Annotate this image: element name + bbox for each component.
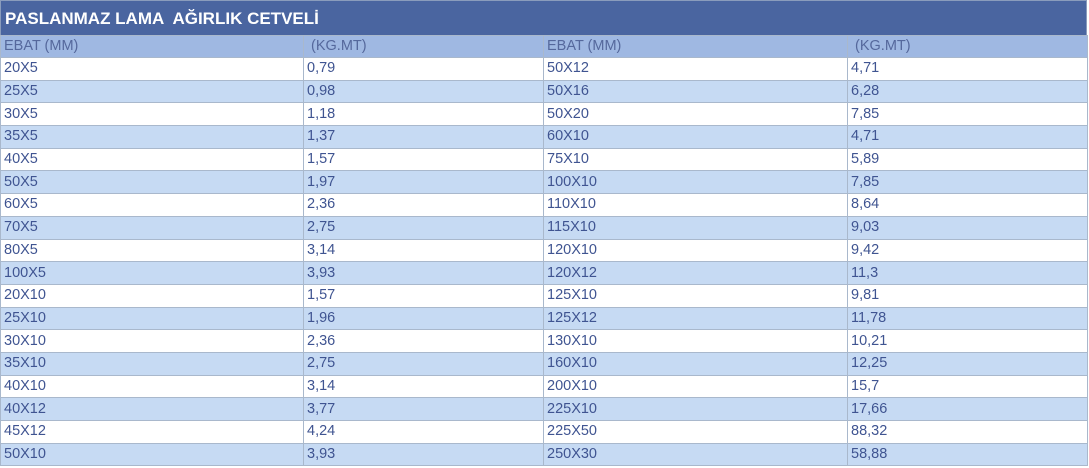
weight-cell: 2,36 bbox=[303, 329, 544, 353]
weight-cell: 7,85 bbox=[847, 170, 1088, 195]
size-cell: 120X10 bbox=[543, 238, 848, 263]
table-row: 35X10 2,75 160X10 12,25 bbox=[0, 351, 1088, 376]
size-cell: 125X10 bbox=[543, 283, 848, 308]
table-row: 40X12 3,77 225X10 17,66 bbox=[0, 397, 1088, 421]
weight-cell: 1,37 bbox=[303, 125, 544, 149]
header-size: EBAT (MM) bbox=[0, 35, 304, 58]
table-row: 70X5 2,75 115X10 9,03 bbox=[0, 215, 1088, 240]
size-cell: 115X10 bbox=[543, 215, 848, 240]
size-cell: 50X5 bbox=[0, 170, 304, 195]
size-cell: 25X5 bbox=[0, 79, 304, 104]
header-weight: (KG.MT) bbox=[847, 35, 1088, 58]
header-weight: (KG.MT) bbox=[303, 35, 544, 58]
size-cell: 60X5 bbox=[0, 193, 304, 217]
table-row: 45X12 4,24 225X50 88,32 bbox=[0, 420, 1088, 444]
weight-cell: 0,98 bbox=[303, 79, 544, 104]
table-row: 40X10 3,14 200X10 15,7 bbox=[0, 374, 1088, 399]
table-row: 25X5 0,98 50X16 6,28 bbox=[0, 79, 1088, 104]
weight-cell: 8,64 bbox=[847, 193, 1088, 217]
size-cell: 120X12 bbox=[543, 261, 848, 285]
table-row: 50X5 1,97 100X10 7,85 bbox=[0, 170, 1088, 195]
weight-cell: 7,85 bbox=[847, 102, 1088, 127]
size-cell: 45X12 bbox=[0, 420, 304, 444]
table-row: 100X5 3,93 120X12 11,3 bbox=[0, 261, 1088, 285]
table-row: 60X5 2,36 110X10 8,64 bbox=[0, 193, 1088, 217]
weight-cell: 2,36 bbox=[303, 193, 544, 217]
header-row: EBAT (MM) (KG.MT) EBAT (MM) (KG.MT) bbox=[0, 35, 1088, 58]
table-row: 30X10 2,36 130X10 10,21 bbox=[0, 329, 1088, 353]
weight-cell: 15,7 bbox=[847, 374, 1088, 399]
weight-cell: 6,28 bbox=[847, 79, 1088, 104]
size-cell: 35X10 bbox=[0, 351, 304, 376]
table-row: 20X5 0,79 50X12 4,71 bbox=[0, 57, 1088, 81]
weight-cell: 3,14 bbox=[303, 374, 544, 399]
weight-cell: 58,88 bbox=[847, 442, 1088, 467]
size-cell: 225X10 bbox=[543, 397, 848, 421]
size-cell: 50X16 bbox=[543, 79, 848, 104]
size-cell: 20X10 bbox=[0, 283, 304, 308]
size-cell: 100X5 bbox=[0, 261, 304, 285]
table-row: 25X10 1,96 125X12 11,78 bbox=[0, 306, 1088, 331]
weight-cell: 9,03 bbox=[847, 215, 1088, 240]
size-cell: 70X5 bbox=[0, 215, 304, 240]
weight-cell: 1,96 bbox=[303, 306, 544, 331]
weight-cell: 11,78 bbox=[847, 306, 1088, 331]
weight-cell: 1,57 bbox=[303, 147, 544, 172]
table-row: 20X10 1,57 125X10 9,81 bbox=[0, 283, 1088, 308]
weight-cell: 1,18 bbox=[303, 102, 544, 127]
size-cell: 130X10 bbox=[543, 329, 848, 353]
size-cell: 80X5 bbox=[0, 238, 304, 263]
size-cell: 40X5 bbox=[0, 147, 304, 172]
table-row: 30X5 1,18 50X20 7,85 bbox=[0, 102, 1088, 127]
size-cell: 40X12 bbox=[0, 397, 304, 421]
size-cell: 30X5 bbox=[0, 102, 304, 127]
weight-table: EBAT (MM) (KG.MT) EBAT (MM) (KG.MT) 20X5… bbox=[0, 35, 1088, 467]
weight-cell: 11,3 bbox=[847, 261, 1088, 285]
size-cell: 100X10 bbox=[543, 170, 848, 195]
weight-cell: 4,71 bbox=[847, 125, 1088, 149]
size-cell: 50X20 bbox=[543, 102, 848, 127]
weight-cell: 2,75 bbox=[303, 215, 544, 240]
weight-cell: 9,81 bbox=[847, 283, 1088, 308]
size-cell: 60X10 bbox=[543, 125, 848, 149]
weight-cell: 5,89 bbox=[847, 147, 1088, 172]
size-cell: 20X5 bbox=[0, 57, 304, 81]
size-cell: 50X12 bbox=[543, 57, 848, 81]
weight-cell: 4,71 bbox=[847, 57, 1088, 81]
weight-cell: 3,93 bbox=[303, 261, 544, 285]
weight-cell: 12,25 bbox=[847, 351, 1088, 376]
weight-cell: 3,77 bbox=[303, 397, 544, 421]
table-title: PASLANMAZ LAMA AĞIRLIK CETVELİ bbox=[0, 0, 1087, 35]
weight-cell: 1,57 bbox=[303, 283, 544, 308]
size-cell: 160X10 bbox=[543, 351, 848, 376]
table-row: 40X5 1,57 75X10 5,89 bbox=[0, 147, 1088, 172]
table-row: 80X5 3,14 120X10 9,42 bbox=[0, 238, 1088, 263]
size-cell: 75X10 bbox=[543, 147, 848, 172]
weight-cell: 0,79 bbox=[303, 57, 544, 81]
size-cell: 225X50 bbox=[543, 420, 848, 444]
weight-cell: 4,24 bbox=[303, 420, 544, 444]
weight-cell: 9,42 bbox=[847, 238, 1088, 263]
size-cell: 30X10 bbox=[0, 329, 304, 353]
size-cell: 35X5 bbox=[0, 125, 304, 149]
size-cell: 40X10 bbox=[0, 374, 304, 399]
weight-cell: 17,66 bbox=[847, 397, 1088, 421]
weight-cell: 88,32 bbox=[847, 420, 1088, 444]
size-cell: 50X10 bbox=[0, 442, 304, 467]
weight-cell: 2,75 bbox=[303, 351, 544, 376]
size-cell: 25X10 bbox=[0, 306, 304, 331]
size-cell: 250X30 bbox=[543, 442, 848, 467]
weight-cell: 10,21 bbox=[847, 329, 1088, 353]
header-size: EBAT (MM) bbox=[543, 35, 848, 58]
table-row: 35X5 1,37 60X10 4,71 bbox=[0, 125, 1088, 149]
size-cell: 200X10 bbox=[543, 374, 848, 399]
weight-cell: 3,93 bbox=[303, 442, 544, 467]
size-cell: 110X10 bbox=[543, 193, 848, 217]
weight-cell: 3,14 bbox=[303, 238, 544, 263]
size-cell: 125X12 bbox=[543, 306, 848, 331]
table-row: 50X10 3,93 250X30 58,88 bbox=[0, 442, 1088, 467]
weight-cell: 1,97 bbox=[303, 170, 544, 195]
